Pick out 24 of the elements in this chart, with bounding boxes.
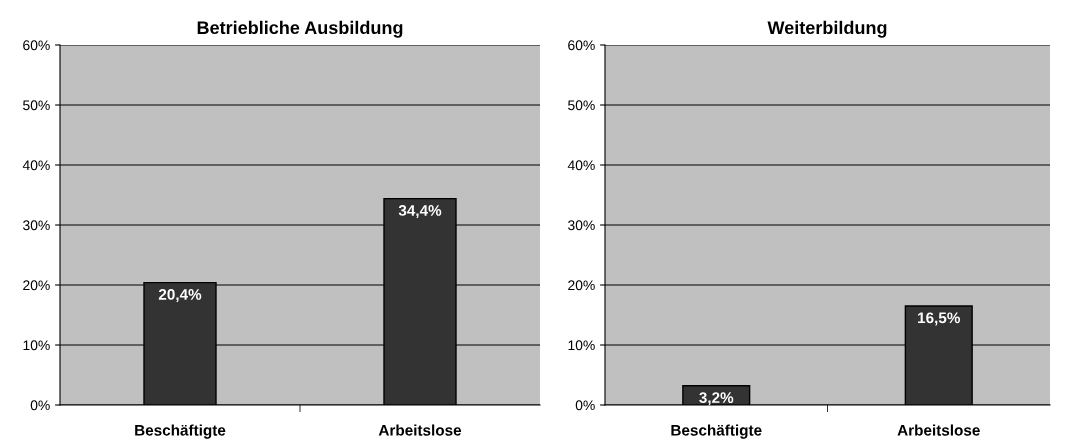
- chart-title: Betriebliche Ausbildung: [197, 20, 403, 38]
- y-tick-label: 10%: [23, 340, 50, 351]
- x-tick-label: Arbeitslose: [378, 424, 462, 436]
- y-tick-label: 30%: [23, 220, 50, 231]
- x-tick-label: Beschäftigte: [135, 424, 226, 439]
- data-label: 16,5%: [918, 312, 961, 326]
- y-tick-label: 60%: [23, 40, 50, 51]
- data-label: 20,4%: [158, 289, 202, 303]
- data-label: 34,4%: [398, 205, 442, 219]
- y-tick-label: 0%: [575, 400, 595, 411]
- x-tick-label: Beschäftigte: [671, 424, 762, 439]
- y-tick-label: 40%: [22, 160, 50, 171]
- y-tick-label: 40%: [567, 160, 595, 171]
- x-tick-label: Arbeitslose: [897, 424, 980, 436]
- y-tick-label: 30%: [568, 220, 595, 231]
- y-tick-label: 20%: [23, 280, 50, 291]
- y-tick-label: 50%: [568, 100, 595, 111]
- y-tick-label: 20%: [568, 280, 595, 291]
- y-tick-label: 0%: [30, 400, 50, 411]
- data-label: 3,2%: [699, 392, 734, 406]
- y-tick-label: 50%: [23, 100, 50, 111]
- y-tick-label: 10%: [568, 340, 595, 351]
- y-tick-label: 60%: [568, 40, 595, 51]
- chart-title: Weiterbildung: [767, 20, 887, 38]
